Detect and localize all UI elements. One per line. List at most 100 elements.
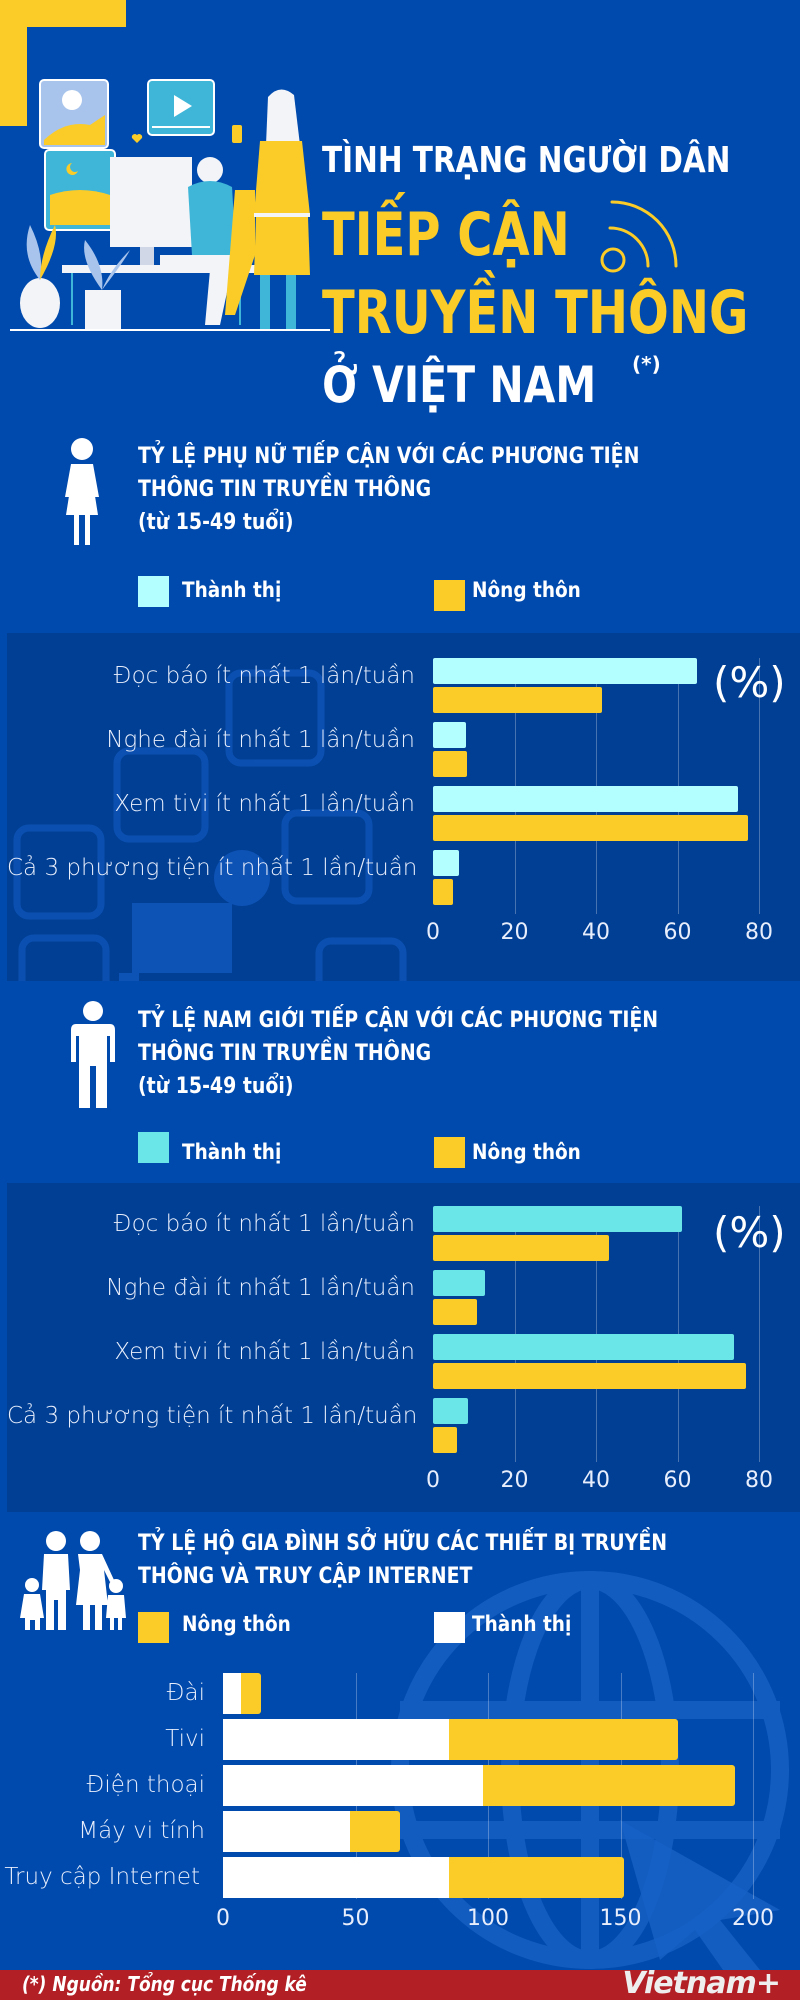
category-label: Đọc báo ít nhất 1 lần/tuần (113, 1211, 415, 1237)
section-title-women: TỶ LỆ PHỤ NỮ TIẾP CẬN VỚI CÁC PHƯƠNG TIỆ… (138, 440, 639, 539)
bar-segment-rural (482, 1765, 736, 1806)
bar-segment-urban (223, 1765, 483, 1806)
unit-label: (%) (713, 658, 786, 707)
bar-segment-rural (241, 1673, 261, 1714)
plot-area-women (433, 658, 763, 914)
legend-swatch-urban (434, 1612, 465, 1643)
section-title-line: THÔNG VÀ TRUY CẬP INTERNET (138, 1564, 473, 1589)
bar-segment-rural (448, 1719, 678, 1760)
stacked-bar (223, 1811, 400, 1852)
x-tick-label: 60 (663, 1468, 692, 1493)
section-title-men: TỶ LỆ NAM GIỚI TIẾP CẬN VỚI CÁC PHƯƠNG T… (138, 1004, 658, 1103)
x-tick-label: 150 (599, 1906, 642, 1931)
bar-segment-rural (349, 1811, 400, 1852)
bar-rural (433, 751, 467, 777)
bar-urban (433, 1270, 485, 1296)
x-axis-ticks: 0 20 40 60 80 (426, 1468, 773, 1498)
legend-swatch-rural (138, 1612, 169, 1643)
x-tick-label: 0 (426, 1468, 440, 1493)
section-subtitle: (từ 15-49 tuổi) (138, 1074, 294, 1099)
bar-rural (433, 1427, 457, 1453)
legend-swatch-rural (434, 1137, 465, 1168)
category-label: Cả 3 phương tiện ít nhất 1 lần/tuần (7, 1403, 418, 1429)
bar-rural (433, 1235, 609, 1261)
category-label: Tivi (165, 1726, 205, 1752)
x-tick-label: 200 (732, 1906, 774, 1931)
plot-area-men (433, 1206, 763, 1462)
bar-segment-urban (223, 1719, 449, 1760)
category-label: Máy vi tính (78, 1818, 205, 1844)
section-title-line: TỶ LỆ PHỤ NỮ TIẾP CẬN VỚI CÁC PHƯƠNG TIỆ… (138, 444, 640, 469)
title-line-2: TIẾP CẬN (322, 200, 570, 270)
x-tick-label: 80 (745, 1468, 773, 1493)
stacked-bar (223, 1719, 678, 1760)
category-label: Đọc báo ít nhất 1 lần/tuần (113, 663, 415, 689)
bar-urban (433, 1206, 682, 1232)
bar-segment-urban (223, 1673, 242, 1714)
category-label: Nghe đài ít nhất 1 lần/tuần (106, 1275, 415, 1301)
gridline (759, 1206, 760, 1462)
legend-label-urban: Thành thị (182, 1140, 282, 1164)
stacked-bar (223, 1673, 261, 1714)
man-icon (71, 1001, 115, 1108)
x-axis-ticks: 0 50 100 150 200 (216, 1906, 783, 1936)
bar-urban (433, 1334, 735, 1360)
bar-segment-rural (448, 1857, 625, 1898)
woman-icon (65, 438, 99, 545)
x-tick-label: 60 (663, 920, 692, 945)
section-title-line: THÔNG TIN TRUYỀN THÔNG (138, 477, 432, 502)
category-label: Đài (166, 1680, 205, 1706)
x-tick-label: 0 (216, 1906, 230, 1931)
footer: (*) Nguồn: Tổng cục Thống kê Vietnam+ (0, 1966, 800, 2000)
corner-decoration (0, 0, 27, 126)
x-tick-label: 40 (582, 1468, 610, 1493)
footnote-mark: (*) (632, 352, 661, 376)
x-axis-ticks: 0 20 40 60 80 (426, 920, 773, 950)
bar-rural (433, 687, 602, 713)
title-line-4: Ở VIỆT NAM (322, 356, 597, 414)
legend-label-rural: Nông thôn (472, 578, 581, 602)
legend-label-rural: Nông thôn (472, 1140, 581, 1164)
category-label: Truy cập Internet (4, 1864, 200, 1890)
vietnamplus-logo: Vietnam+ (622, 1966, 781, 2000)
section-title-household: TỶ LỆ HỘ GIA ĐÌNH SỞ HỮU CÁC THIẾT BỊ TR… (138, 1527, 667, 1593)
legend-swatch-rural (434, 580, 465, 611)
section-title-line: TỶ LỆ HỘ GIA ĐÌNH SỞ HỮU CÁC THIẾT BỊ TR… (138, 1531, 668, 1556)
chart-panel-women: Đọc báo ít nhất 1 lần/tuần Nghe đài ít n… (7, 633, 800, 981)
family-icon (20, 1531, 126, 1630)
legend-label-urban: Thành thị (182, 578, 282, 602)
bar-segment-urban (223, 1857, 449, 1898)
bar-urban (433, 658, 697, 684)
category-label: Xem tivi ít nhất 1 lần/tuần (114, 1339, 415, 1365)
legend-label-urban: Thành thị (472, 1612, 572, 1636)
gridline (759, 658, 760, 914)
bar-urban (433, 786, 739, 812)
stacked-bar (223, 1765, 736, 1806)
bar-rural (433, 1299, 477, 1325)
bar-rural (433, 815, 748, 841)
bar-rural (433, 1363, 746, 1389)
chart-panel-men: Đọc báo ít nhất 1 lần/tuần Nghe đài ít n… (7, 1183, 800, 1512)
title-line-3: TRUYỀN THÔNG (322, 278, 749, 348)
x-tick-label: 40 (582, 920, 610, 945)
x-tick-label: 0 (426, 920, 440, 945)
bar-urban (433, 1398, 469, 1424)
section-subtitle: (từ 15-49 tuổi) (138, 510, 294, 535)
category-label: Xem tivi ít nhất 1 lần/tuần (114, 791, 415, 817)
signal-icon (600, 200, 678, 273)
plot-area-household (223, 1673, 763, 1899)
section-title-line: THÔNG TIN TRUYỀN THÔNG (138, 1041, 432, 1066)
unit-label: (%) (713, 1208, 786, 1257)
section-title-line: TỶ LỆ NAM GIỚI TIẾP CẬN VỚI CÁC PHƯƠNG T… (138, 1008, 659, 1033)
bar-urban (433, 722, 466, 748)
category-label: Điện thoại (86, 1772, 205, 1798)
source-note: (*) Nguồn: Tổng cục Thống kê (22, 1972, 307, 1996)
x-tick-label: 100 (467, 1906, 509, 1931)
legend-label-rural: Nông thôn (182, 1612, 291, 1636)
category-label: Cả 3 phương tiện ít nhất 1 lần/tuần (7, 855, 418, 881)
bar-urban (433, 850, 459, 876)
people-using-media-illustration (10, 79, 330, 331)
stacked-bar (223, 1857, 625, 1898)
category-label: Nghe đài ít nhất 1 lần/tuần (106, 727, 415, 753)
title-line-1: TÌNH TRẠNG NGƯỜI DÂN (322, 140, 731, 181)
